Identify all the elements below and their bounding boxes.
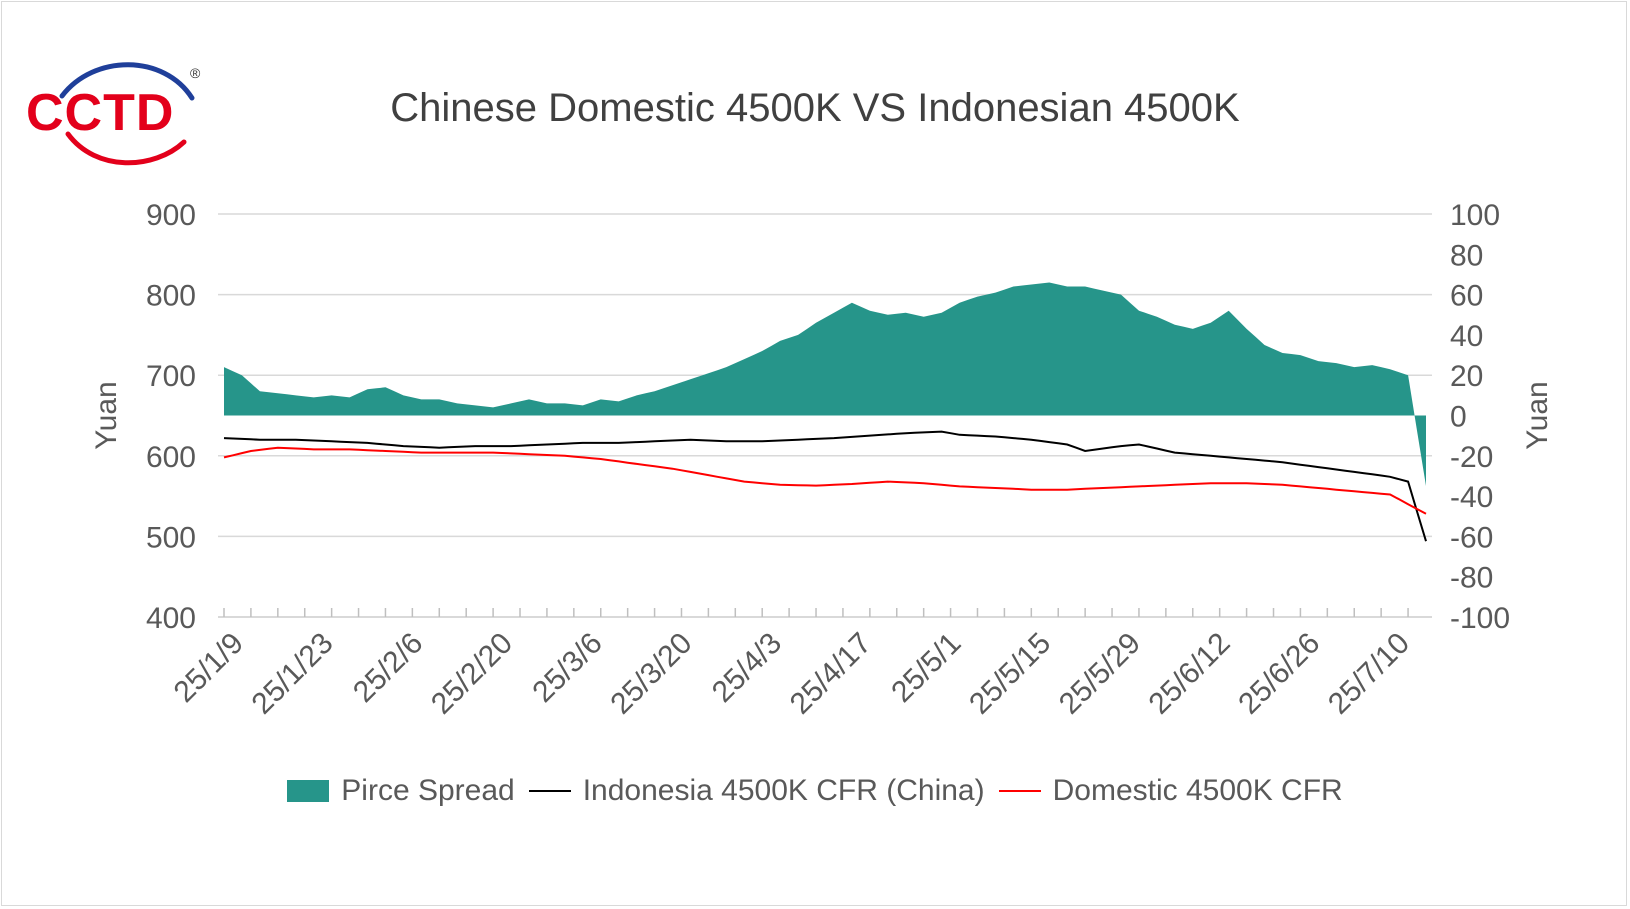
y-right-tick-label: -80 xyxy=(1450,562,1493,595)
series-line-domestic xyxy=(223,446,1427,515)
logo-text: CCTD xyxy=(26,84,174,142)
logo-arc-bottom xyxy=(65,131,187,166)
legend-item-indonesia: Indonesia 4500K CFR (China) xyxy=(528,774,985,808)
x-tick-label: 25/1/9 xyxy=(168,627,250,709)
legend-label-indonesia: Indonesia 4500K CFR (China) xyxy=(582,774,985,807)
x-tick-label: 25/2/6 xyxy=(347,627,429,709)
x-tick-label: 25/4/17 xyxy=(784,627,878,721)
series-area-pirce-spread xyxy=(224,282,1426,486)
y-left-tick-label: 500 xyxy=(146,521,196,554)
chart-title: Chinese Domestic 4500K VS Indonesian 450… xyxy=(390,86,1240,130)
legend-label-spread: Pirce Spread xyxy=(341,774,515,807)
y-left-tick-label: 800 xyxy=(146,280,196,313)
x-tick-label: 25/5/15 xyxy=(963,627,1057,721)
x-tick-label: 25/4/3 xyxy=(706,627,788,709)
y-right-tick-label: 20 xyxy=(1450,360,1483,393)
x-tick-label: 25/6/26 xyxy=(1232,627,1326,721)
y-right-tick-label: 100 xyxy=(1450,199,1500,232)
y-right-tick-label: 0 xyxy=(1450,401,1467,434)
x-tick-label: 25/5/29 xyxy=(1053,627,1147,721)
y-left-axis-title: Yuan xyxy=(90,381,123,449)
x-tick-label: 25/6/12 xyxy=(1143,627,1237,721)
y-right-tick-label: 80 xyxy=(1450,239,1483,272)
logo-registered: ® xyxy=(190,65,201,81)
x-tick-label: 25/1/23 xyxy=(246,627,340,721)
y-left-tick-label: 400 xyxy=(146,602,196,635)
chart-legend: Pirce Spread Indonesia 4500K CFR (China)… xyxy=(0,774,1630,808)
y-right-tick-label: -40 xyxy=(1450,481,1493,514)
x-tick-label: 25/3/6 xyxy=(526,627,608,709)
y-right-tick-label: -60 xyxy=(1450,521,1493,554)
series-line-indonesia xyxy=(223,430,1427,542)
legend-line-domestic xyxy=(998,790,1041,792)
legend-item-domestic: Domestic 4500K CFR xyxy=(998,774,1343,808)
y-right-tick-label: -100 xyxy=(1450,602,1510,635)
legend-swatch-spread xyxy=(287,780,330,802)
y-right-tick-label: 40 xyxy=(1450,320,1483,353)
y-right-axis-title: Yuan xyxy=(1521,381,1554,449)
x-tick-label: 25/7/10 xyxy=(1322,627,1416,721)
y-left-tick-label: 600 xyxy=(146,441,196,474)
x-tick-label: 25/5/1 xyxy=(885,627,967,709)
y-left-tick-label: 700 xyxy=(146,360,196,393)
legend-label-domestic: Domestic 4500K CFR xyxy=(1052,774,1343,807)
legend-item-spread: Pirce Spread xyxy=(287,774,515,808)
y-left-tick-label: 900 xyxy=(146,199,196,232)
logo-arc-top xyxy=(59,62,195,101)
cctd-logo: CCTD ® xyxy=(26,62,201,166)
legend-line-indonesia xyxy=(528,790,571,792)
y-right-tick-label: 60 xyxy=(1450,280,1483,313)
x-tick-label: 25/2/20 xyxy=(425,627,519,721)
y-right-tick-label: -20 xyxy=(1450,441,1493,474)
x-tick-label: 25/3/20 xyxy=(604,627,698,721)
